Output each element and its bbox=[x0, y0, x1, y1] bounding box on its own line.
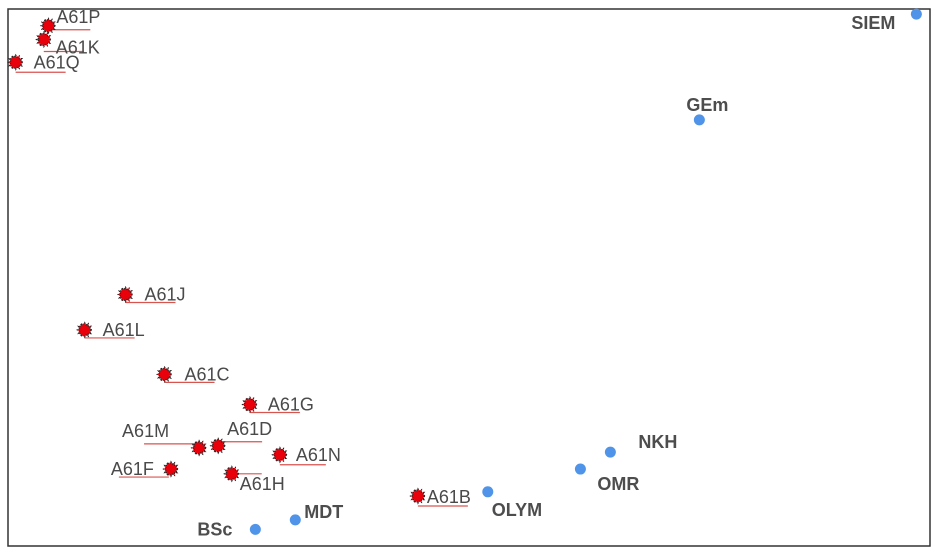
class-point-a61d bbox=[209, 437, 227, 455]
class-point-a61g bbox=[241, 395, 259, 414]
class-label-a61d: A61D bbox=[227, 419, 272, 439]
class-label-a61g: A61G bbox=[268, 395, 314, 415]
org-point-olym bbox=[482, 486, 494, 498]
class-label-a61j: A61J bbox=[145, 284, 186, 304]
class-label-a61l: A61L bbox=[103, 320, 145, 340]
org-label-nkh: NKH bbox=[638, 432, 677, 452]
org-point-mdt bbox=[289, 514, 301, 526]
class-point-a61j bbox=[116, 285, 135, 304]
org-label-mdt: MDT bbox=[304, 502, 343, 522]
class-point-a61p bbox=[39, 17, 57, 35]
org-label-gem: GEm bbox=[686, 95, 728, 115]
class-point-a61f bbox=[162, 460, 180, 478]
class-label-a61m: A61M bbox=[122, 421, 169, 441]
org-label-bsc: BSc bbox=[197, 519, 232, 539]
class-point-a61q bbox=[7, 53, 25, 71]
org-label-omr: OMR bbox=[597, 474, 639, 494]
org-point-siem bbox=[910, 8, 922, 20]
org-point-gem bbox=[693, 114, 705, 126]
plot-frame bbox=[7, 8, 931, 547]
class-point-a61h bbox=[223, 465, 241, 483]
class-point-a61l bbox=[76, 321, 94, 339]
org-point-bsc bbox=[249, 523, 261, 535]
class-point-a61m bbox=[190, 439, 208, 457]
class-point-a61k bbox=[35, 30, 53, 49]
class-label-a61p: A61P bbox=[56, 7, 100, 27]
org-point-omr bbox=[574, 463, 586, 475]
class-label-a61f: A61F bbox=[111, 459, 154, 479]
class-label-a61k: A61K bbox=[56, 38, 100, 58]
class-points bbox=[7, 17, 427, 505]
org-label-olym: OLYM bbox=[492, 500, 542, 520]
org-label-siem: SIEM bbox=[851, 13, 895, 33]
class-label-a61n: A61N bbox=[296, 445, 341, 465]
class-point-a61b bbox=[409, 487, 427, 505]
class-label-a61c: A61C bbox=[185, 364, 230, 384]
class-point-a61n bbox=[271, 446, 289, 464]
organization-points bbox=[249, 8, 922, 535]
class-label-a61q: A61Q bbox=[34, 52, 80, 72]
class-label-a61b: A61B bbox=[427, 487, 471, 507]
class-point-a61c bbox=[155, 365, 174, 383]
class-label-a61h: A61H bbox=[240, 474, 285, 494]
org-point-nkh bbox=[604, 446, 616, 458]
